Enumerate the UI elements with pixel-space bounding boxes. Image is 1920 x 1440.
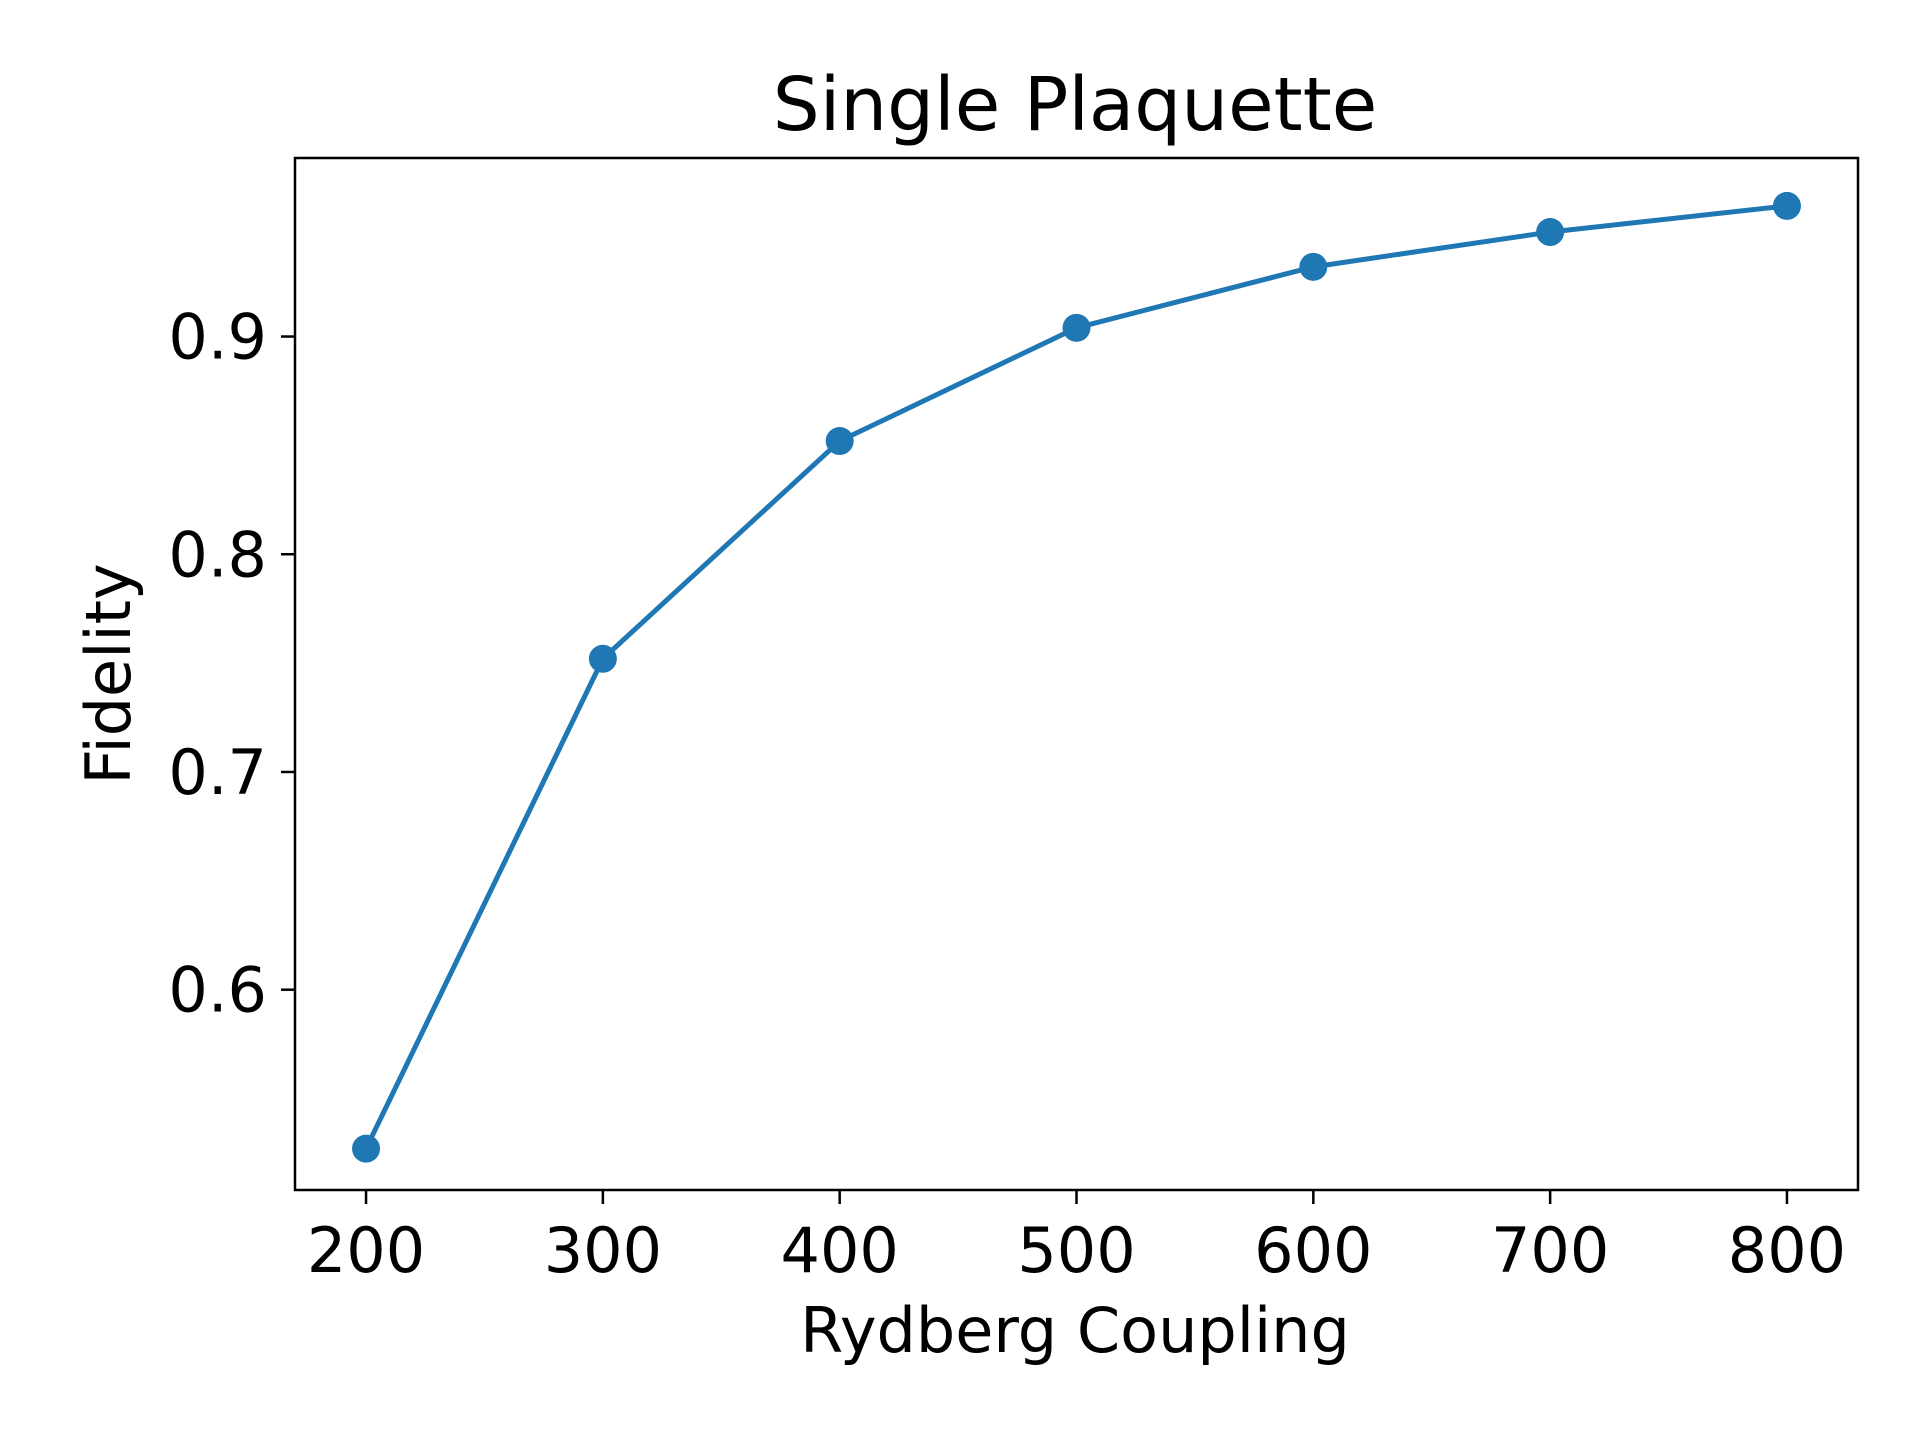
- y-tick-label: 0.7: [168, 736, 267, 809]
- x-tick-label: 600: [1254, 1214, 1372, 1287]
- x-tick-label: 500: [1017, 1214, 1135, 1287]
- data-point: [825, 427, 854, 456]
- x-axis: 200 300 400 500 600 700 800: [307, 1190, 1846, 1287]
- x-tick-label: 800: [1728, 1214, 1846, 1287]
- x-tick-label: 700: [1491, 1214, 1609, 1287]
- x-tick-label: 400: [781, 1214, 899, 1287]
- data-point: [1536, 218, 1565, 247]
- chart-title: Single Plaquette: [773, 62, 1378, 148]
- x-tick-label: 300: [544, 1214, 662, 1287]
- y-axis: 0.6 0.7 0.8 0.9: [168, 301, 295, 1027]
- y-tick-label: 0.9: [168, 301, 267, 374]
- data-point: [1772, 191, 1801, 220]
- y-tick-label: 0.6: [168, 954, 267, 1027]
- data-point: [352, 1134, 381, 1163]
- series-line: [363, 203, 1788, 1150]
- series-group: [352, 191, 1801, 1163]
- y-tick-label: 0.8: [168, 518, 267, 591]
- x-axis-label: Rydberg Coupling: [800, 1294, 1350, 1367]
- data-point: [588, 644, 617, 673]
- plot-frame: [293, 156, 1860, 1192]
- data-point: [1299, 252, 1328, 281]
- x-tick-label: 200: [307, 1214, 425, 1287]
- y-axis-label: Fidelity: [72, 563, 145, 784]
- data-point: [1062, 313, 1091, 342]
